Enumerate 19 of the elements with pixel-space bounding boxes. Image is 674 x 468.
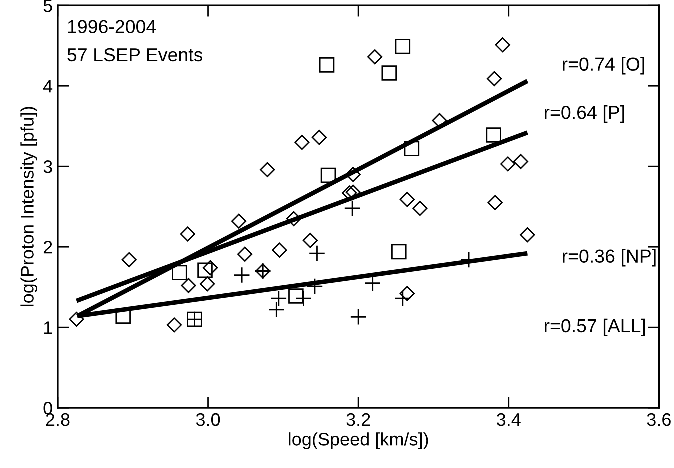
x-tick-label: 3.4: [497, 413, 521, 426]
x-tick-label: 2.8: [46, 413, 70, 426]
y-axis-title: log(Proton Intensity [pfu]): [20, 107, 38, 306]
y-tick-label: 3: [44, 160, 52, 174]
annotation: r=0.36 [NP]: [563, 249, 656, 267]
y-tick-label: 4: [43, 80, 53, 93]
x-tick-label: 3.6: [647, 413, 671, 426]
text: 1996-2004: [68, 20, 156, 34]
annotation: r=0.74 [O]: [563, 57, 644, 75]
text: 57 LSEP Events: [68, 48, 203, 62]
x-tick-label: 3.2: [346, 413, 370, 426]
x-tick-label: 3.0: [196, 413, 220, 426]
x-axis-title: log(Speed [km/s]): [289, 432, 428, 450]
y-tick-label: 5: [44, 0, 52, 12]
y-tick-label: 2: [44, 241, 52, 254]
annotation: r=0.57 [ALL]: [544, 318, 646, 336]
y-tick-label: 1: [44, 322, 52, 334]
annotation: r=0.64 [P]: [544, 106, 624, 124]
y-tick-label: 0: [44, 402, 52, 415]
